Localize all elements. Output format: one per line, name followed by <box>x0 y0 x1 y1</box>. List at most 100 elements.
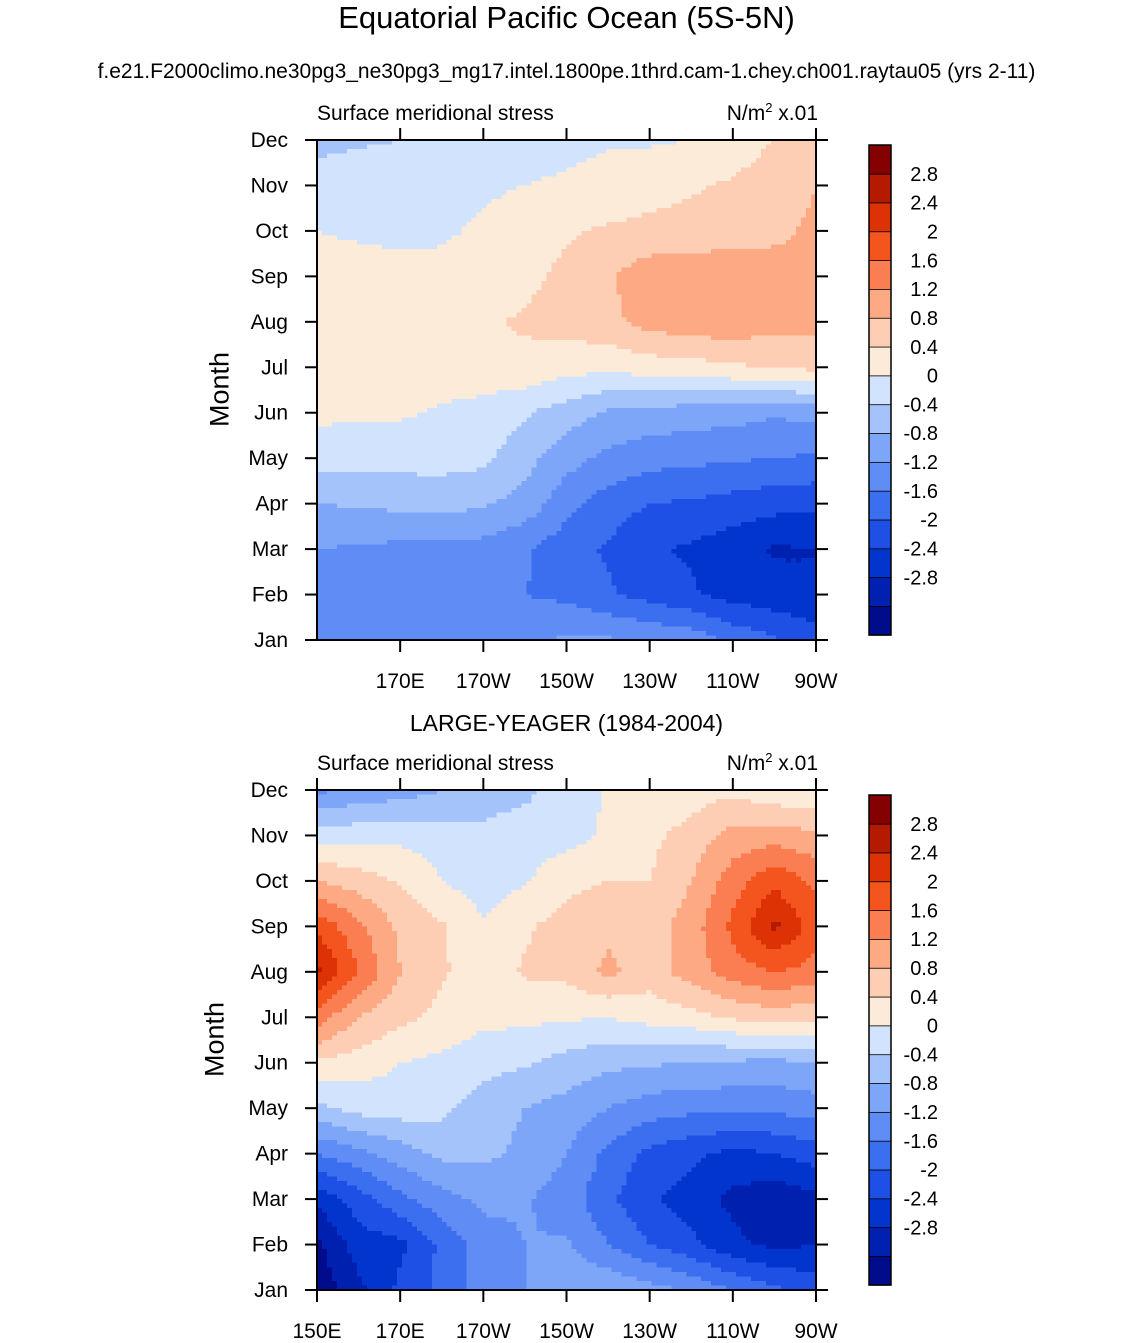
panel1-field-cell <box>811 185 817 191</box>
panel1-field-cell <box>801 190 807 196</box>
panel1-field-cell <box>701 235 707 241</box>
panel1-field-cell <box>726 226 732 232</box>
panel1-field-cell <box>461 149 468 155</box>
panel1-field-cell <box>686 230 692 237</box>
panel1-field-cell <box>636 185 642 191</box>
panel1-field-cell <box>401 217 408 223</box>
panel1-field-cell <box>386 144 393 150</box>
panel1-field-cell <box>361 290 368 296</box>
panel1-field-cell <box>541 271 548 277</box>
panel1-field-cell <box>596 217 603 223</box>
panel1-field-cell <box>696 158 702 164</box>
panel1-field-cell <box>516 285 523 291</box>
panel1-field-cell <box>646 153 652 159</box>
panel1-field-cell <box>681 217 687 223</box>
panel1-field-cell <box>346 258 353 264</box>
panel1-field-cell <box>406 344 413 350</box>
panel1-field-cell <box>351 267 358 273</box>
panel1-field-cell <box>461 253 468 259</box>
panel1-field-cell <box>431 299 438 305</box>
panel1-field-cell <box>321 358 328 364</box>
panel1-field-cell <box>436 358 443 364</box>
panel1-field-cell <box>401 149 408 155</box>
panel1-field-cell <box>736 158 742 164</box>
panel1-field-cell <box>806 203 812 209</box>
panel1-field-cell <box>751 267 757 273</box>
panel1-field-cell <box>571 226 578 232</box>
panel1-field-cell <box>491 230 498 237</box>
panel1-field-cell <box>626 349 632 355</box>
panel1-field-cell <box>621 317 627 323</box>
panel1-field-cell <box>681 167 687 173</box>
panel1-field-cell <box>731 326 737 332</box>
panel1-field-cell <box>796 171 802 177</box>
panel1-field-cell <box>486 171 493 177</box>
panel1-field-cell <box>736 271 742 277</box>
panel1-field-cell <box>671 249 677 255</box>
panel1-field-cell <box>556 240 563 246</box>
panel1-field-cell <box>766 340 772 346</box>
panel1-field-cell <box>611 262 617 268</box>
panel1-field-cell <box>401 335 408 341</box>
panel1-field-cell <box>571 280 578 287</box>
panel1-field-cell <box>331 262 338 268</box>
panel1-field-cell <box>701 362 707 368</box>
panel1-field-cell <box>491 280 498 287</box>
panel1-field-cell <box>611 194 617 200</box>
panel1-field-cell <box>711 171 717 177</box>
panel1-field-cell <box>801 208 807 214</box>
panel1-field-cell <box>541 240 548 246</box>
panel1-field-cell <box>706 262 712 268</box>
panel1-field-cell <box>446 140 453 146</box>
panel1-field-cell <box>441 353 448 359</box>
panel1-field-cell <box>801 321 807 327</box>
panel1-field-cell <box>461 276 468 282</box>
panel1-field-cell <box>666 362 672 368</box>
panel1-field-cell <box>496 267 503 273</box>
panel1-field-cell <box>486 230 493 237</box>
panel1-field-cell <box>436 176 443 182</box>
panel1-field-cell <box>766 180 772 187</box>
panel1-field-cell <box>606 212 613 218</box>
panel1-field-cell <box>381 330 388 337</box>
panel1-field-cell <box>511 290 518 296</box>
panel1-field-cell <box>336 190 343 196</box>
panel1-field-cell <box>376 226 383 232</box>
panel1-field-cell <box>481 149 488 155</box>
panel1-field-cell <box>726 240 732 246</box>
panel1-field-cell <box>431 226 438 232</box>
panel1-field-cell <box>591 230 598 237</box>
panel1-field-cell <box>371 144 378 150</box>
panel1-field-cell <box>786 321 792 327</box>
panel1-field-cell <box>536 162 543 168</box>
panel1-field-cell <box>611 299 617 305</box>
panel1-field-cell <box>331 149 338 155</box>
panel1-field-cell <box>436 258 443 264</box>
panel1-field-cell <box>356 176 363 182</box>
panel1-field-cell <box>346 299 353 305</box>
panel1-field-cell <box>771 335 777 341</box>
panel1-field-cell <box>326 258 333 264</box>
panel1-field-cell <box>696 149 702 155</box>
panel1-field-cell <box>656 349 662 355</box>
panel1-field-cell <box>686 312 692 318</box>
panel1-field-cell <box>356 190 363 196</box>
panel1-field-cell <box>661 176 667 182</box>
panel1-field-cell <box>456 176 463 182</box>
panel1-field-cell <box>631 321 637 327</box>
panel1-field-cell <box>436 230 443 237</box>
panel1-field-cell <box>726 185 732 191</box>
panel1-field-cell <box>526 312 533 318</box>
panel1-field-cell <box>751 203 757 209</box>
panel1-field-cell <box>521 303 528 309</box>
panel1-field-cell <box>491 144 498 150</box>
panel1-field-cell <box>661 144 667 150</box>
panel1-field-cell <box>641 185 647 191</box>
panel1-field-cell <box>741 226 747 232</box>
panel1-field-cell <box>536 230 543 237</box>
panel1-field-cell <box>676 258 682 264</box>
panel1-field-cell <box>431 185 438 191</box>
panel1-field-cell <box>736 285 742 291</box>
panel1-field-cell <box>781 349 787 355</box>
panel1-field-cell <box>546 244 553 250</box>
